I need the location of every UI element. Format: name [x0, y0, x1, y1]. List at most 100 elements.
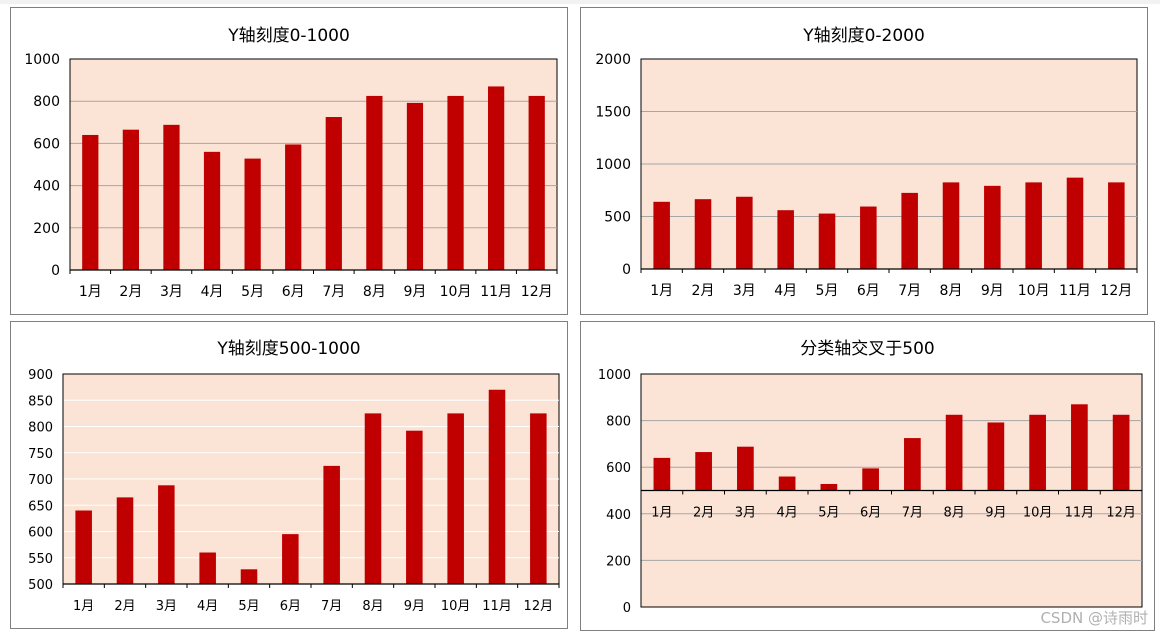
bar: [282, 534, 299, 584]
bar: [694, 199, 712, 269]
y-tick-label: 600: [606, 461, 631, 476]
y-tick-label: 1000: [598, 368, 631, 383]
bar: [364, 413, 382, 584]
bar: [240, 569, 258, 584]
x-tick-label: 10月: [440, 284, 472, 300]
x-tick-label: 7月: [902, 506, 923, 521]
bar: [820, 483, 838, 491]
x-tick-label: 4月: [776, 506, 797, 521]
x-tick-label: 5月: [816, 283, 839, 299]
y-tick-label: 900: [28, 368, 53, 383]
bar: [777, 210, 794, 269]
bar: [862, 468, 879, 491]
x-tick-label: 1月: [73, 599, 94, 614]
chart-svg: 0 200 400 600 800 1000 1月 2月 3月 4月 5月 6月 7月 8月 9月 10月 11…: [598, 368, 1143, 616]
y-tick-label: 650: [28, 499, 53, 514]
y-tick-label: 400: [606, 508, 631, 523]
x-tick-label: 9月: [404, 599, 425, 614]
x-tick-label: 4月: [774, 283, 797, 299]
bar: [530, 413, 547, 584]
x-tick-label: 11月: [1059, 283, 1091, 299]
bar: [736, 196, 753, 269]
y-tick-label: 1500: [595, 105, 631, 121]
x-tick-label: 6月: [857, 283, 880, 299]
top-border-line: [0, 0, 1160, 4]
bar: [653, 201, 670, 269]
y-tick-label: 600: [28, 526, 53, 541]
chart-title: Y轴刻度0-2000: [803, 26, 925, 46]
x-tick-label: 3月: [735, 506, 756, 521]
x-tick-label: 1月: [651, 506, 672, 521]
x-tick-label: 1月: [79, 284, 102, 300]
x-tick-label: 7月: [322, 284, 345, 300]
y-tick-label: 800: [606, 415, 631, 430]
x-tick-label: 10月: [1023, 506, 1053, 521]
x-tick-label: 12月: [524, 599, 554, 614]
x-tick-label: 9月: [403, 284, 426, 300]
bar: [406, 102, 424, 270]
y-tick-label: 400: [33, 179, 60, 195]
y-tick-label: 700: [28, 473, 53, 488]
bar: [447, 95, 464, 270]
bar: [528, 95, 545, 270]
x-tick-label: 5月: [241, 284, 264, 300]
x-tick-label: 3月: [156, 599, 177, 614]
bar: [488, 389, 506, 584]
bar: [860, 206, 877, 269]
chart-svg: 500 550 600 650 700 750 800 850 900 1月 2月 3月 4月 5月 6月 7…: [28, 368, 560, 614]
x-tick-label: 2月: [692, 283, 715, 299]
x-tick-label: 11月: [1065, 506, 1095, 521]
bar: [987, 422, 1005, 491]
bar: [325, 117, 342, 271]
x-tick-label: 7月: [321, 599, 342, 614]
x-tick-label: 12月: [1100, 283, 1132, 299]
x-tick-label: 3月: [160, 284, 183, 300]
bar: [163, 124, 180, 270]
bar: [1066, 177, 1084, 269]
bar: [818, 213, 836, 269]
bar: [1108, 182, 1125, 269]
bar: [695, 452, 712, 491]
x-tick-label: 8月: [940, 283, 963, 299]
y-tick-label: 550: [28, 552, 53, 567]
chart-title: 分类轴交叉于500: [800, 339, 935, 359]
y-tick-label: 2000: [595, 52, 631, 68]
bar: [323, 465, 340, 584]
x-tick-label: 6月: [280, 599, 301, 614]
y-tick-label: 850: [28, 394, 53, 409]
bar: [904, 438, 921, 491]
x-tick-label: 6月: [282, 284, 305, 300]
y-tick-label: 200: [606, 554, 631, 569]
x-tick-label: 5月: [238, 599, 259, 614]
bar: [406, 430, 423, 584]
bar: [653, 457, 671, 491]
bar: [737, 446, 754, 491]
y-tick-label: 0: [51, 263, 60, 279]
x-tick-label: 12月: [521, 284, 553, 300]
bar: [901, 192, 918, 269]
y-tick-label: 800: [33, 94, 60, 110]
bar: [945, 414, 963, 491]
y-tick-label: 0: [623, 601, 631, 616]
bar: [199, 552, 216, 584]
y-tick-label: 1000: [595, 157, 631, 173]
plot-area: [69, 58, 558, 271]
x-tick-label: 9月: [985, 506, 1006, 521]
y-tick-label: 600: [33, 136, 60, 152]
x-tick-label: 2月: [119, 284, 142, 300]
y-tick-label: 1000: [24, 52, 60, 68]
bar: [778, 476, 796, 491]
bar: [1112, 414, 1130, 491]
x-tick-label: 3月: [733, 283, 756, 299]
x-tick-label: 11月: [482, 599, 512, 614]
x-tick-label: 1月: [650, 283, 673, 299]
bar: [116, 497, 134, 584]
bar: [75, 510, 92, 584]
y-tick-label: 500: [28, 578, 53, 593]
chart-panel-y-0-2000: Y轴刻度0-2000 0 500 1000 1500 2000 1月 2月 3月 4月 5月 6月 7…: [580, 7, 1148, 315]
chart-panel-y-0-1000: Y轴刻度0-1000 0 200 400 600 800 1000 1月 2月 3月 4月 5月 6月…: [10, 7, 568, 315]
x-tick-label: 11月: [480, 284, 512, 300]
x-tick-label: 9月: [981, 283, 1004, 299]
y-tick-label: 500: [604, 210, 631, 226]
x-tick-label: 4月: [197, 599, 218, 614]
